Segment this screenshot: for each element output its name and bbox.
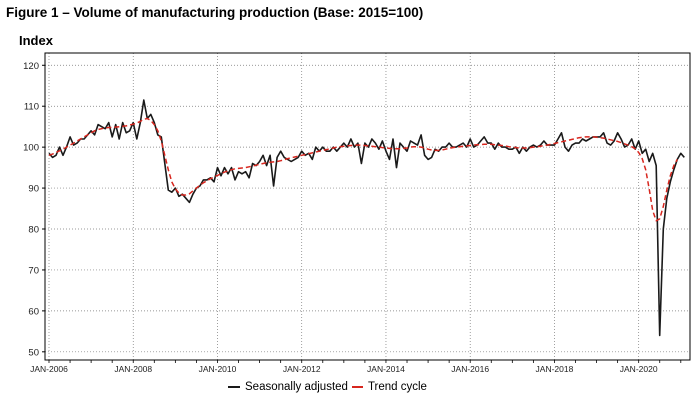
chart-title: Figure 1 – Volume of manufacturing produ… [6,5,424,20]
x-tick-label: JAN-2018 [536,364,574,374]
series-line-seasonally-adjusted [48,99,685,337]
x-tick-label: JAN-2016 [451,364,489,374]
legend: Seasonally adjusted Trend cycle [228,381,431,393]
x-tick-label: JAN-2010 [199,364,237,374]
axes: 50 60 70 80 90 100 110 120 JAN-2006 JAN-2008 JAN-2… [23,61,682,374]
x-tick-label: JAN-2008 [114,364,152,374]
y-tick-label: 90 [28,184,39,195]
y-tick-label: 110 [24,102,39,113]
y-tick-label: 50 [28,347,39,358]
y-tick-label: 100 [23,143,39,154]
legend-label-seasonally-adjusted: Seasonally adjusted [245,381,348,393]
series-line-trend-cycle [48,117,678,222]
y-tick-label: 60 [28,306,39,317]
gridlines [45,53,690,360]
legend-item-trend-cycle: Trend cycle [351,381,427,393]
y-tick-label: 120 [23,61,39,72]
legend-label-trend-cycle: Trend cycle [367,381,427,393]
x-tick-label: JAN-2020 [620,364,658,374]
series-layer [48,99,685,337]
y-tick-label: 80 [28,225,39,236]
x-tick-label: JAN-2012 [283,364,321,374]
legend-swatch-trend-cycle [351,386,363,388]
x-tick-label: JAN-2014 [367,364,405,374]
y-axis-label: Index [19,33,53,48]
plot-frame [44,52,691,361]
y-tick-label: 70 [28,265,39,276]
x-tick-label: JAN-2006 [30,364,68,374]
legend-item-seasonally-adjusted: Seasonally adjusted [228,381,348,393]
legend-swatch-seasonally-adjusted [228,386,240,388]
